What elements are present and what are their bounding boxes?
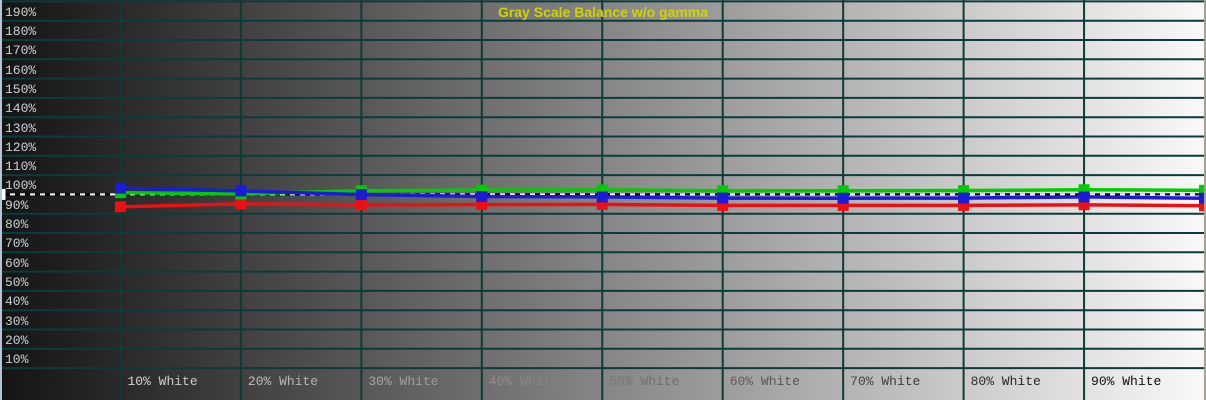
y-tick-label: 50%: [5, 274, 29, 290]
y-tick-label: 150%: [5, 81, 37, 97]
x-tick-label: 20% White: [247, 374, 319, 389]
y-tick-label: 20%: [5, 332, 29, 348]
y-tick-label: 80%: [5, 217, 29, 232]
data-marker-red: [596, 198, 608, 210]
y-tick-label: 170%: [5, 43, 37, 59]
x-tick-label: 90% White: [1091, 374, 1162, 389]
y-tick-label: 10%: [5, 352, 29, 368]
data-marker-blue: [958, 192, 970, 204]
data-marker-blue: [114, 182, 126, 194]
x-tick-label: 80% White: [970, 374, 1041, 389]
x-tick-label: 10% White: [127, 374, 198, 389]
data-marker-blue: [1199, 192, 1206, 204]
data-marker-green: [596, 184, 608, 196]
x-tick-label: 40% White: [488, 374, 560, 389]
x-tick-label: 70% White: [850, 374, 921, 389]
data-marker-red: [1078, 199, 1090, 211]
y-tick-label: 160%: [5, 62, 37, 78]
y-tick-label: 180%: [5, 24, 37, 39]
x-tick-label: 50% White: [609, 374, 680, 389]
data-marker-green: [958, 185, 970, 197]
data-marker-blue: [717, 192, 729, 204]
y-tick-label: 140%: [5, 101, 37, 117]
data-marker-red: [355, 199, 367, 211]
data-marker-blue: [837, 192, 849, 204]
y-tick-label: 60%: [5, 255, 29, 271]
y-tick-label: 120%: [5, 139, 37, 155]
y-tick-label: 130%: [5, 120, 37, 136]
x-tick-label: 30% White: [368, 374, 439, 389]
data-marker-red: [114, 201, 126, 213]
data-marker-green: [1199, 184, 1206, 196]
data-marker-blue: [596, 191, 608, 203]
data-marker-white-reference-point: [0, 188, 6, 200]
right-window-edge: [1204, 0, 1206, 400]
y-tick-label: 110%: [5, 159, 37, 175]
data-marker-red: [235, 198, 247, 210]
data-marker-green: [1078, 184, 1090, 196]
data-marker-blue: [235, 185, 247, 197]
chart-title: Gray Scale Balance w/o gamma: [497, 4, 709, 20]
y-tick-label: 190%: [5, 4, 37, 20]
data-marker-red: [476, 199, 488, 211]
data-marker-red: [1199, 200, 1206, 212]
data-marker-blue: [476, 191, 488, 203]
y-tick-label: 100%: [5, 178, 37, 194]
data-marker-green: [476, 184, 488, 196]
data-marker-green: [717, 185, 729, 197]
series-line-blue: [120, 186, 1205, 201]
y-tick-label: 30%: [5, 313, 29, 329]
data-marker-green: [837, 185, 849, 197]
left-window-edge: [0, 0, 2, 400]
y-tick-label: 40%: [5, 294, 29, 310]
data-marker-red: [717, 199, 729, 211]
series-line-red: [120, 202, 1205, 209]
y-tick-label: 90%: [5, 197, 29, 213]
x-tick-label: 60% White: [729, 374, 800, 389]
data-marker-blue: [1078, 191, 1090, 203]
data-marker-red: [958, 199, 970, 211]
data-marker-red: [837, 199, 849, 211]
y-tick-label: 70%: [5, 236, 29, 252]
data-marker-blue: [355, 189, 367, 201]
